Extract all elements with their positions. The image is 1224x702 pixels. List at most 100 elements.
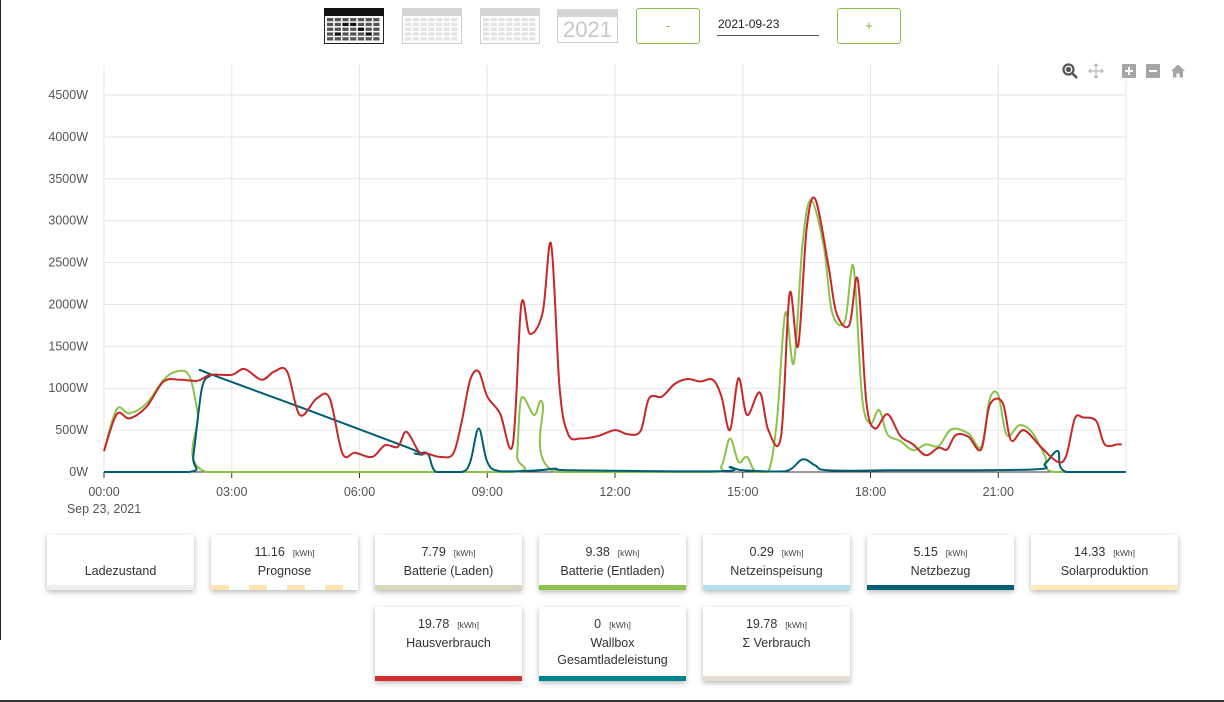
card-value-unit: [kWh] — [1113, 548, 1135, 558]
card-value: 0.29 [kWh] — [703, 545, 850, 559]
card-color-bar — [375, 676, 522, 681]
card-value-unit: [kWh] — [609, 620, 631, 630]
card-value-number: 5.15 — [913, 545, 938, 559]
card-ladezustand[interactable]: Ladezustand — [47, 535, 194, 590]
card-color-bar — [539, 676, 686, 681]
y-tick-label: 2000W — [48, 297, 88, 311]
x-tick-label: 18:00 — [855, 485, 886, 499]
card-value — [47, 545, 194, 559]
card-value-number: 9.38 — [585, 545, 610, 559]
y-tick-label: 1000W — [48, 381, 88, 395]
chart-series — [103, 196, 1126, 474]
card-label: Prognose — [257, 564, 312, 578]
card-verbrauch[interactable]: 19.78 [kWh] Σ Verbrauch — [703, 607, 850, 681]
series-line-2 — [103, 196, 1122, 464]
zoom-in-icon[interactable] — [1121, 63, 1137, 79]
series-line-1 — [104, 368, 1126, 474]
y-tick-label: 3500W — [48, 172, 88, 186]
card-label: Batterie (Laden) — [403, 564, 494, 578]
card-value: 5.15 [kWh] — [867, 545, 1014, 559]
card-value-number: 0 — [594, 617, 602, 631]
card-value-number: 14.33 — [1073, 545, 1106, 559]
card-label: Netzeinspeisung — [730, 564, 823, 578]
card-value-unit: [kWh] — [781, 548, 804, 558]
date-input[interactable] — [717, 13, 819, 36]
zoom-out-icon[interactable] — [1145, 63, 1161, 79]
card-value-unit: [kWh] — [457, 620, 479, 630]
window-bottom-border — [0, 700, 1224, 702]
month-view-calendar-icon[interactable] — [402, 8, 462, 44]
card-value-number: 0.29 — [749, 545, 774, 559]
card-color-bar — [703, 585, 850, 590]
card-wallbox[interactable]: 0 [kWh] Wallbox Gesamtladeleistung — [539, 607, 686, 681]
x-tick-label: 09:00 — [472, 485, 503, 499]
card-prognose[interactable]: 11.16 [kWh] Prognose — [211, 535, 358, 590]
card-label: Batterie (Entladen) — [560, 564, 665, 578]
x-tick-label: 21:00 — [983, 485, 1014, 499]
reset-home-icon[interactable] — [1170, 63, 1186, 79]
card-value-unit: [kWh] — [945, 548, 968, 558]
x-tick-label: 06:00 — [344, 485, 375, 499]
card-color-bar — [47, 585, 194, 590]
card-color-bar — [211, 585, 358, 590]
card-value: 0 [kWh] — [539, 617, 686, 631]
card-batterie-laden[interactable]: 7.79 [kWh] Batterie (Laden) — [375, 535, 522, 590]
card-netzbezug[interactable]: 5.15 [kWh] Netzbezug — [867, 535, 1014, 590]
chart-grid — [103, 65, 1127, 473]
card-color-bar — [1031, 585, 1178, 590]
card-value: 14.33 [kWh] — [1031, 545, 1178, 559]
period-toolbar: 2021 - + — [0, 8, 1224, 46]
card-hausverbrauch[interactable]: 19.78 [kWh] Hausverbrauch — [375, 607, 522, 681]
card-value-unit: [kWh] — [785, 620, 807, 630]
card-value: 7.79 [kWh] — [375, 545, 522, 559]
card-value-number: 11.16 — [254, 545, 285, 559]
next-day-button[interactable]: + — [837, 8, 901, 44]
card-value: 11.16 [kWh] — [211, 545, 358, 559]
card-value-number: 19.78 — [745, 617, 778, 631]
card-color-bar — [375, 585, 522, 590]
card-value-unit: [kWh] — [617, 548, 640, 558]
pan-icon[interactable] — [1088, 63, 1104, 79]
card-solarproduktion[interactable]: 14.33 [kWh] Solarproduktion — [1031, 535, 1178, 590]
year-view-button[interactable]: 2021 — [557, 9, 618, 43]
y-tick-label: 2500W — [48, 256, 88, 270]
window-left-border — [0, 0, 1, 640]
x-axis-ticks: 00:00 03:00 06:00 09:00 12:00 15:00 18:00 21:00… — [67, 472, 1014, 516]
y-tick-label: 3000W — [48, 214, 88, 228]
y-tick-label: 4500W — [48, 88, 88, 102]
card-value-number: 19.78 — [417, 617, 450, 631]
x-tick-label: 12:00 — [599, 485, 630, 499]
card-label: Σ Verbrauch — [742, 636, 811, 650]
x-tick-label: 00:00 — [88, 485, 119, 499]
card-value: 19.78 [kWh] — [703, 617, 850, 631]
y-tick-label: 500W — [55, 423, 88, 437]
card-batterie-entladen[interactable]: 9.38 [kWh] Batterie (Entladen) — [539, 535, 686, 590]
card-value-unit: [kWh] — [453, 548, 476, 558]
y-axis-ticks: 0W 500W 1000W 1500W 2000W 2500W 3000W 3500W 4000… — [48, 88, 88, 479]
card-value-unit: [kWh] — [292, 548, 315, 558]
y-tick-label: 1500W — [48, 339, 88, 353]
card-label: Hausverbrauch — [406, 636, 491, 650]
card-label: Ladezustand — [84, 564, 157, 578]
x-tick-label: 03:00 — [216, 485, 247, 499]
zoom-icon[interactable] — [1062, 63, 1078, 79]
series-line-0 — [103, 198, 1126, 474]
y-tick-label: 4000W — [48, 130, 88, 144]
x-date-label: Sep 23, 2021 — [67, 502, 141, 516]
energy-line-chart[interactable]: 0W 500W 1000W 1500W 2000W 2500W 3000W 3500W 4000… — [0, 0, 1224, 530]
card-color-bar — [703, 676, 850, 681]
card-label: Wallbox Gesamtladeleistung — [557, 636, 668, 667]
card-color-bar — [539, 585, 686, 590]
card-color-bar — [867, 585, 1014, 590]
week-view-calendar-icon[interactable] — [480, 8, 540, 44]
card-netzeinspeisung[interactable]: 0.29 [kWh] Netzeinspeisung — [703, 535, 850, 590]
card-label: Netzbezug — [910, 564, 971, 578]
day-view-calendar-icon[interactable] — [324, 8, 384, 44]
card-value: 9.38 [kWh] — [539, 545, 686, 559]
card-value: 19.78 [kWh] — [375, 617, 522, 631]
previous-day-button[interactable]: - — [636, 8, 700, 44]
card-label: Solarproduktion — [1060, 564, 1149, 578]
card-value-number: 7.79 — [421, 545, 446, 559]
y-tick-label: 0W — [69, 465, 88, 479]
x-tick-label: 15:00 — [727, 485, 758, 499]
